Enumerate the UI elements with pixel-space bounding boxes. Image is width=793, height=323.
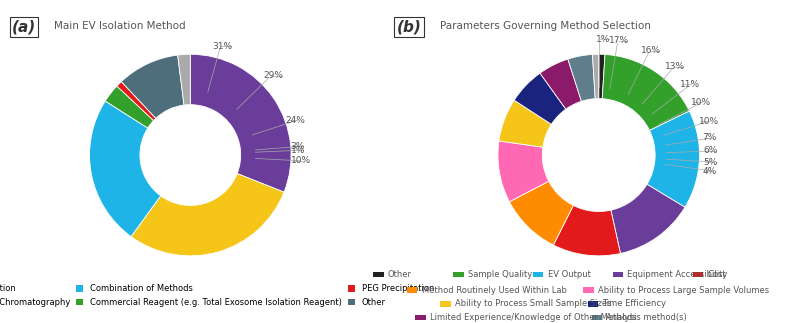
Text: 10%: 10% <box>691 98 711 107</box>
Text: Sample Quality: Sample Quality <box>468 270 532 279</box>
Text: 1%: 1% <box>596 35 611 44</box>
FancyBboxPatch shape <box>453 272 464 277</box>
Text: Parameters Governing Method Selection: Parameters Governing Method Selection <box>440 21 651 31</box>
Wedge shape <box>131 173 284 256</box>
FancyBboxPatch shape <box>374 272 384 277</box>
Wedge shape <box>90 101 161 236</box>
Wedge shape <box>190 54 291 192</box>
FancyBboxPatch shape <box>592 315 602 320</box>
Text: 7%: 7% <box>703 133 717 142</box>
Wedge shape <box>105 86 154 128</box>
Text: 10%: 10% <box>699 117 718 126</box>
Text: 5%: 5% <box>703 158 718 167</box>
Text: 6%: 6% <box>703 147 718 155</box>
Wedge shape <box>499 100 551 147</box>
FancyBboxPatch shape <box>588 301 598 307</box>
Wedge shape <box>599 54 605 99</box>
Text: Equipment Accessibility: Equipment Accessibility <box>627 270 728 279</box>
Text: Analysis method(s): Analysis method(s) <box>607 313 688 322</box>
Wedge shape <box>592 54 599 99</box>
Text: 4%: 4% <box>703 167 717 176</box>
Wedge shape <box>602 55 689 130</box>
Text: Time Efficiency: Time Efficiency <box>602 299 666 308</box>
FancyBboxPatch shape <box>533 272 543 277</box>
Text: 16%: 16% <box>641 47 661 55</box>
FancyBboxPatch shape <box>407 287 417 293</box>
FancyBboxPatch shape <box>440 301 451 307</box>
FancyBboxPatch shape <box>416 315 426 320</box>
Text: Main EV Isolation Method: Main EV Isolation Method <box>54 21 186 31</box>
Text: 1%: 1% <box>291 146 305 155</box>
Wedge shape <box>540 59 581 109</box>
Wedge shape <box>117 82 156 120</box>
Wedge shape <box>568 55 596 101</box>
Wedge shape <box>647 111 699 207</box>
Text: 10%: 10% <box>291 156 311 165</box>
Text: 31%: 31% <box>213 42 232 51</box>
Text: EV Output: EV Output <box>548 270 591 279</box>
Text: 29%: 29% <box>263 71 283 80</box>
Text: Limited Experience/Knowledge of Other Methods: Limited Experience/Knowledge of Other Me… <box>430 313 637 322</box>
Text: (b): (b) <box>396 19 421 34</box>
Text: 11%: 11% <box>680 80 699 89</box>
Legend: Ultracentrifugation, Size Exclusion Chromatography, Combination of Methods, Comm: Ultracentrifugation, Size Exclusion Chro… <box>0 285 435 307</box>
Text: Method Routinely Used Within Lab: Method Routinely Used Within Lab <box>422 286 566 295</box>
Text: 17%: 17% <box>609 36 629 45</box>
Wedge shape <box>514 73 566 124</box>
Text: Other: Other <box>388 270 412 279</box>
FancyBboxPatch shape <box>584 287 594 293</box>
Wedge shape <box>178 54 190 105</box>
Text: 3%: 3% <box>291 142 305 151</box>
Text: 24%: 24% <box>285 116 305 125</box>
Wedge shape <box>121 55 184 118</box>
Wedge shape <box>498 141 549 202</box>
Text: Cost: Cost <box>707 270 726 279</box>
FancyBboxPatch shape <box>692 272 703 277</box>
Text: (a): (a) <box>12 19 36 34</box>
Wedge shape <box>509 181 573 245</box>
Text: 13%: 13% <box>665 62 685 71</box>
Wedge shape <box>554 205 620 256</box>
Text: Ability to Process Large Sample Volumes: Ability to Process Large Sample Volumes <box>598 286 769 295</box>
Wedge shape <box>611 184 685 254</box>
Text: Ability to Process Small Sample Sizes: Ability to Process Small Sample Sizes <box>455 299 611 308</box>
FancyBboxPatch shape <box>613 272 623 277</box>
